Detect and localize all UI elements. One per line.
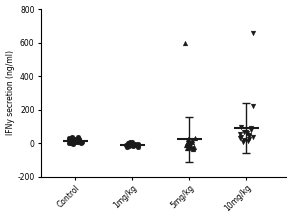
Point — [185, 146, 189, 149]
Point — [251, 104, 255, 107]
Point — [136, 142, 140, 146]
Point — [186, 137, 190, 141]
Point — [244, 131, 249, 135]
Point — [190, 138, 195, 142]
Point — [79, 141, 84, 144]
Point — [184, 143, 189, 147]
Point — [186, 144, 191, 147]
Point — [73, 140, 78, 144]
Y-axis label: IFNy secretion (ng/ml): IFNy secretion (ng/ml) — [6, 50, 15, 136]
Point — [189, 141, 194, 144]
Point — [247, 134, 251, 138]
Point — [239, 135, 243, 138]
Point — [128, 143, 133, 146]
Point — [187, 145, 192, 149]
Point — [186, 142, 191, 146]
Point — [69, 138, 74, 141]
Point — [192, 145, 196, 148]
Point — [77, 137, 81, 140]
Point — [237, 136, 242, 140]
Point — [135, 145, 140, 148]
Point — [249, 126, 253, 130]
Point — [247, 137, 251, 141]
Point — [132, 142, 137, 146]
Point — [67, 136, 72, 140]
Point — [182, 42, 187, 45]
Point — [126, 144, 131, 148]
Point — [78, 141, 83, 145]
Point — [238, 132, 243, 136]
Point — [128, 140, 133, 144]
Point — [126, 141, 131, 145]
Point — [67, 139, 72, 142]
Point — [70, 135, 74, 138]
Point — [188, 144, 193, 148]
Point — [249, 128, 253, 132]
Point — [77, 138, 81, 142]
Point — [131, 145, 135, 148]
Point — [187, 139, 191, 143]
Point — [241, 138, 246, 142]
Point — [69, 141, 74, 145]
Point — [67, 141, 72, 145]
Point — [239, 125, 244, 128]
Point — [73, 140, 77, 143]
Point — [136, 144, 141, 147]
Point — [189, 145, 194, 148]
Point — [129, 142, 134, 145]
Point — [250, 31, 255, 34]
Point — [130, 142, 134, 146]
Point — [72, 139, 77, 143]
Point — [244, 130, 248, 133]
Point — [247, 133, 252, 137]
Point — [241, 140, 245, 143]
Point — [191, 147, 195, 150]
Point — [133, 143, 138, 147]
Point — [190, 147, 195, 151]
Point — [186, 146, 190, 150]
Point — [125, 145, 130, 149]
Point — [124, 143, 128, 147]
Point — [76, 140, 81, 143]
Point — [250, 136, 255, 139]
Point — [71, 142, 76, 146]
Point — [72, 140, 77, 144]
Point — [245, 139, 250, 143]
Point — [185, 141, 190, 145]
Point — [75, 136, 80, 139]
Point — [131, 143, 136, 147]
Point — [185, 140, 190, 143]
Point — [130, 141, 134, 144]
Point — [73, 137, 77, 141]
Point — [241, 131, 246, 134]
Point — [193, 136, 197, 140]
Point — [186, 143, 191, 147]
Point — [130, 143, 135, 147]
